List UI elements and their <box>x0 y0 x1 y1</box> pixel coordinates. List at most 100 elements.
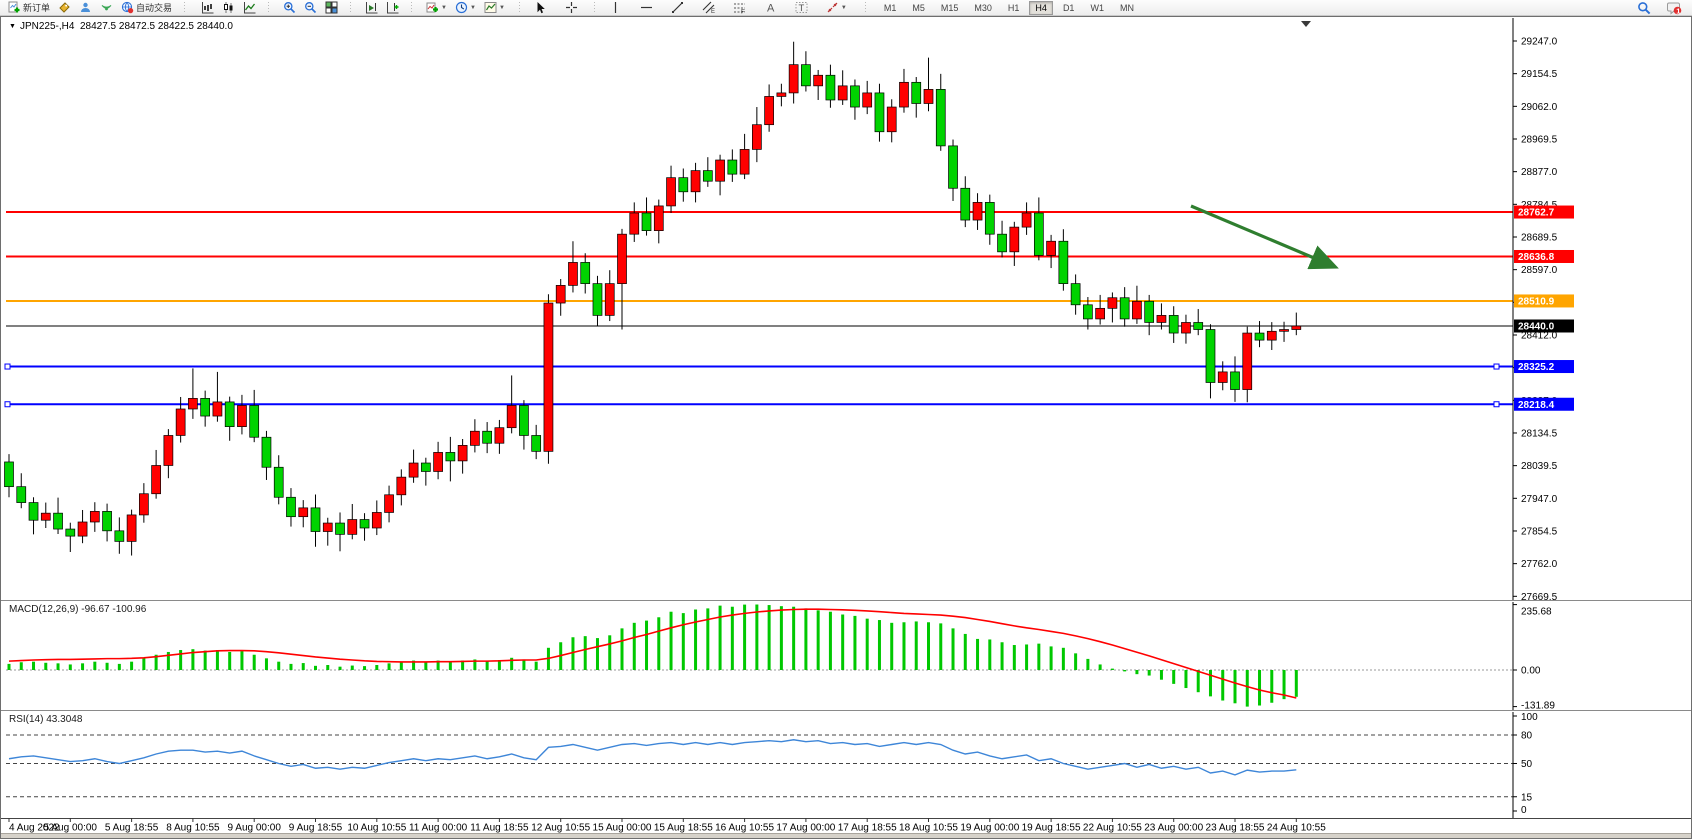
main-chart-pane[interactable]: 29247.0 29154.5 29062.0 28969.5 28877.0 28784… <box>1 18 1691 600</box>
timeframe-mn[interactable]: MN <box>1119 2 1134 13</box>
macd-bar <box>301 663 305 670</box>
line-handle[interactable] <box>1493 401 1500 408</box>
tag-button[interactable] <box>54 0 75 15</box>
candle <box>1107 292 1118 323</box>
macd-bar <box>792 606 796 670</box>
trend-arrow-annotation[interactable] <box>1190 204 1339 270</box>
timeframe-h1[interactable]: H1 <box>1007 2 1020 13</box>
time-label: 23 Aug 18:55 <box>1206 823 1265 834</box>
community-button[interactable] <box>75 0 96 15</box>
macd-bar <box>669 611 673 670</box>
price-tick-label: 27762.0 <box>1521 559 1558 570</box>
macd-bar <box>988 639 992 670</box>
symbol-dropdown-icon[interactable]: ▼ <box>9 23 16 30</box>
macd-bar <box>412 660 416 670</box>
timeframe-m15[interactable]: M15 <box>940 2 959 13</box>
text-label-button[interactable]: T <box>791 0 812 15</box>
timeframe-h4[interactable]: H4 <box>1029 0 1053 15</box>
indicators-button[interactable]: ▼ <box>422 0 451 15</box>
time-label: 19 Aug 00:00 <box>960 823 1019 834</box>
arrows-button[interactable]: ▼ <box>822 0 851 15</box>
candle <box>347 503 358 540</box>
macd-bar <box>19 662 23 670</box>
pane-divider[interactable] <box>1 600 1691 602</box>
time-label: 19 Aug 18:55 <box>1022 823 1081 834</box>
candle <box>1193 309 1204 336</box>
time-axis-bg <box>1 818 1691 833</box>
pane-divider[interactable] <box>1 710 1691 712</box>
new-order-button[interactable]: 新订单 <box>4 0 54 15</box>
chart-shift-button[interactable] <box>382 0 403 15</box>
line-handle[interactable] <box>4 401 11 408</box>
autotrading-button[interactable]: 自动交易 <box>117 0 176 15</box>
dropdown-caret: ▼ <box>498 4 505 11</box>
price-tick-label: 29247.0 <box>1521 37 1558 48</box>
macd-bar <box>7 663 11 670</box>
candle <box>776 83 787 107</box>
macd-bar <box>215 650 219 670</box>
crosshair-button[interactable] <box>561 0 582 15</box>
search-button[interactable] <box>1633 0 1655 15</box>
price-tick-label: 29062.0 <box>1521 102 1558 113</box>
horizontal-line-button[interactable] <box>636 0 657 15</box>
toolbar-group-chart-type <box>197 0 260 16</box>
fibonacci-button[interactable]: F <box>729 0 750 15</box>
candle <box>1205 324 1216 399</box>
vertical-line-button[interactable] <box>605 0 626 15</box>
notifications-button[interactable]: 1 <box>1663 0 1686 15</box>
templates-button[interactable]: ▼ <box>480 0 509 15</box>
price-tick-label: 29154.5 <box>1521 69 1558 80</box>
chart-title: ▼ JPN225-,H4 28427.5 28472.5 28422.5 2844… <box>9 21 233 32</box>
timeframe-m5[interactable]: M5 <box>912 2 925 13</box>
svg-text:1: 1 <box>1676 6 1680 15</box>
macd-bar <box>767 605 771 670</box>
macd-bar <box>130 661 134 670</box>
time-label: 11 Aug 00:00 <box>409 823 468 834</box>
periods-button[interactable]: ▼ <box>451 0 480 15</box>
macd-bar <box>56 663 60 670</box>
macd-bar <box>117 663 121 670</box>
macd-bar <box>645 620 649 670</box>
equidistant-channel-button[interactable]: E <box>698 0 719 15</box>
bar-chart-button[interactable] <box>197 0 218 15</box>
candle <box>298 500 309 528</box>
candle <box>188 368 198 419</box>
chart-shift-marker[interactable] <box>1301 21 1311 27</box>
macd-bar <box>105 662 109 670</box>
toolbar-separator <box>862 1 868 14</box>
candle <box>825 64 836 108</box>
timeframe-d1[interactable]: D1 <box>1062 2 1075 13</box>
candlestick-chart-button[interactable] <box>218 0 239 15</box>
price-tick-label: 28412.0 <box>1521 330 1558 341</box>
tile-windows-button[interactable] <box>321 0 342 15</box>
timeframe-m30[interactable]: M30 <box>974 2 992 13</box>
timeframe-m1[interactable]: M1 <box>883 2 897 13</box>
rsi-pane[interactable]: 100 80 50 15 0 <box>1 712 1691 818</box>
line-handle[interactable] <box>4 363 11 370</box>
candle <box>16 473 27 509</box>
text-button[interactable]: A <box>760 0 781 15</box>
candle <box>984 194 995 245</box>
trendline-button[interactable] <box>667 0 688 15</box>
candle <box>1132 285 1142 324</box>
cursor-button[interactable] <box>530 0 551 15</box>
macd-axis-label: -131.89 <box>1521 701 1555 711</box>
candle <box>629 202 640 242</box>
zoom-out-icon <box>304 1 317 14</box>
zoom-out-button[interactable] <box>300 0 321 15</box>
line-chart-button[interactable] <box>239 0 260 15</box>
signal-button[interactable] <box>96 0 117 15</box>
macd-bar <box>522 659 526 670</box>
line-handle[interactable] <box>1493 363 1500 370</box>
auto-scroll-button[interactable] <box>361 0 382 15</box>
candle <box>151 449 161 499</box>
zoom-in-button[interactable] <box>279 0 300 15</box>
macd-bar <box>1098 664 1102 670</box>
macd-bar <box>1061 647 1065 670</box>
candle <box>1181 314 1191 344</box>
chart-window: ▼ JPN225-,H4 28427.5 28472.5 28422.5 2844… <box>0 16 1692 839</box>
timeframe-w1[interactable]: W1 <box>1090 2 1104 13</box>
macd-pane[interactable]: 235.68 0.00 -131.89 <box>1 602 1691 710</box>
macd-bg <box>1 602 1691 710</box>
